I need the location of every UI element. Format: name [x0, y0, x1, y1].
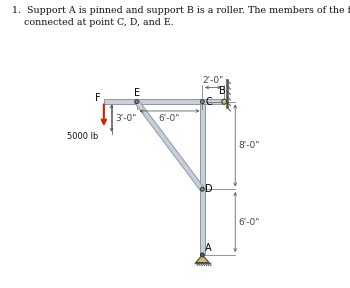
Text: 6'-0": 6'-0": [238, 217, 259, 227]
Polygon shape: [202, 99, 224, 104]
Circle shape: [222, 99, 227, 104]
Text: 3'-0": 3'-0": [116, 113, 137, 123]
Text: 6'-0": 6'-0": [159, 114, 180, 123]
Text: D: D: [205, 184, 213, 194]
Text: C: C: [205, 97, 212, 107]
Polygon shape: [200, 102, 205, 255]
Circle shape: [135, 100, 139, 104]
Circle shape: [201, 253, 204, 257]
Text: B: B: [219, 86, 226, 96]
Text: 2'-0": 2'-0": [203, 76, 224, 85]
Circle shape: [201, 187, 204, 191]
Polygon shape: [135, 100, 204, 191]
Text: A: A: [205, 243, 212, 253]
Text: 1.  Support A is pinned and support B is a roller. The members of the frame are : 1. Support A is pinned and support B is …: [12, 6, 350, 26]
Text: 5000 lb: 5000 lb: [67, 132, 98, 141]
Polygon shape: [196, 255, 209, 263]
Circle shape: [201, 100, 204, 104]
Text: 8'-0": 8'-0": [238, 141, 259, 150]
Text: E: E: [134, 88, 140, 98]
Polygon shape: [104, 99, 202, 104]
Text: F: F: [95, 93, 100, 103]
